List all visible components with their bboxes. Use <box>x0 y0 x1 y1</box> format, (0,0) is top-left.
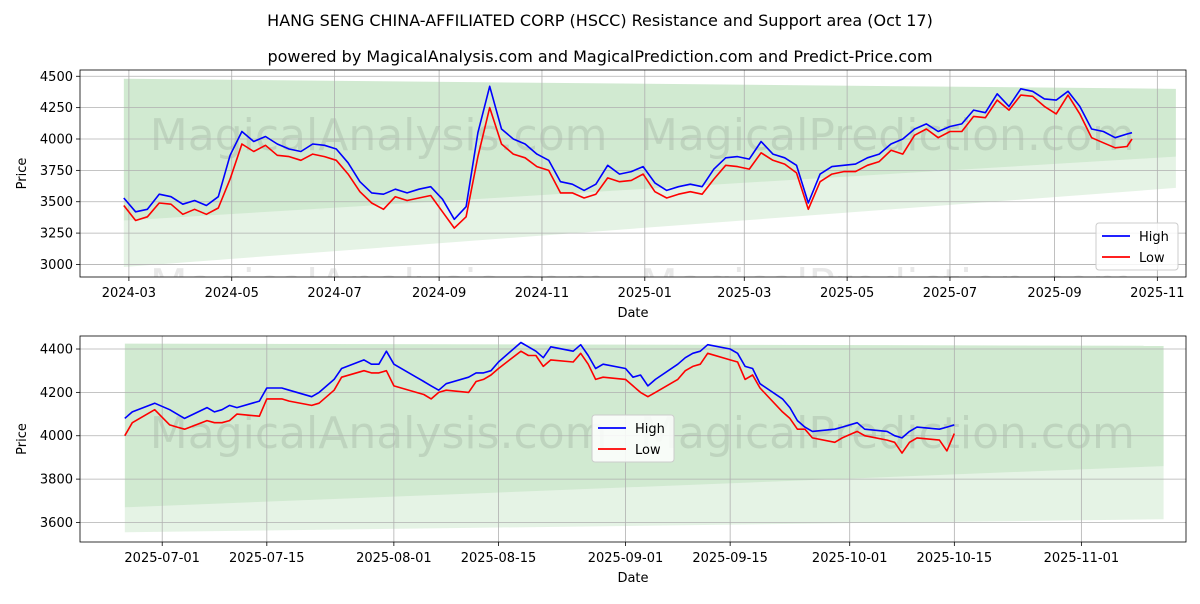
series-line-low <box>123 94 1133 229</box>
x-tick-label: 2025-08-15 <box>461 551 537 566</box>
y-axis-label: Price <box>15 423 30 455</box>
x-tick-label: 2024-07 <box>307 286 361 301</box>
watermark: MagicalAnalysis.com MagicalPrediction.com <box>150 408 1135 459</box>
y-tick-label: 3500 <box>40 195 73 210</box>
x-tick-label: 2025-05 <box>820 286 874 301</box>
x-tick-label: 2025-10-15 <box>917 551 993 566</box>
y-tick-label: 3250 <box>40 227 73 242</box>
x-tick-label: 2025-09-01 <box>588 551 664 566</box>
y-tick-label: 3000 <box>40 258 73 273</box>
x-tick-label: 2025-08-01 <box>356 551 432 566</box>
series-line-high <box>124 341 955 439</box>
legend-box <box>591 414 675 463</box>
x-tick-label: 2025-09 <box>1027 286 1081 301</box>
series-line-high <box>123 85 1133 221</box>
x-axis-label: Date <box>617 306 648 321</box>
x-tick-label: 2025-09-15 <box>692 551 768 566</box>
watermark-text: MagicalAnalysis.com <box>150 110 608 161</box>
support-band <box>123 156 1176 267</box>
y-tick-label: 4000 <box>40 133 73 148</box>
top-price-chart: MagicalAnalysis.com MagicalPrediction.com… <box>15 69 1187 321</box>
resistance-support-band <box>123 78 1176 221</box>
y-tick-label: 3600 <box>40 516 73 531</box>
y-tick-label: 3800 <box>40 473 73 488</box>
y-tick-label: 4250 <box>40 101 73 116</box>
chart-subtitle: powered by MagicalAnalysis.com and Magic… <box>267 47 932 66</box>
watermark-text: MagicalPrediction.com <box>640 110 1135 161</box>
y-tick-label: 4200 <box>40 386 73 401</box>
x-tick-label: 2024-05 <box>205 286 259 301</box>
x-tick-label: 2025-07-01 <box>124 551 200 566</box>
x-tick-label: 2024-03 <box>102 286 156 301</box>
x-tick-label: 2025-03 <box>717 286 771 301</box>
x-tick-label: 2024-09 <box>412 286 466 301</box>
x-tick-label: 2024-11 <box>515 286 569 301</box>
y-tick-label: 3750 <box>40 164 73 179</box>
legend: High Low <box>1095 222 1179 271</box>
legend-label-high: High <box>635 422 665 437</box>
x-tick-label: 2025-10-01 <box>812 551 888 566</box>
watermark-text: MagicalAnalysis.com <box>150 408 608 459</box>
series-line-low <box>124 350 956 454</box>
legend: High Low <box>591 414 675 463</box>
plot-area: MagicalAnalysis.com MagicalPrediction.com… <box>80 70 1186 277</box>
y-tick-label: 4500 <box>40 70 73 85</box>
x-tick-label: 2025-11 <box>1130 286 1184 301</box>
x-tick-label: 2025-01 <box>618 286 672 301</box>
axes-frame <box>79 335 1187 543</box>
x-axis-label: Date <box>617 571 648 586</box>
legend-label-low: Low <box>1139 251 1165 266</box>
y-tick-label: 4400 <box>40 343 73 358</box>
legend-box <box>1095 222 1179 271</box>
axes-frame <box>79 69 1187 278</box>
y-axis-label: Price <box>15 158 30 190</box>
x-tick-label: 2025-07-15 <box>229 551 305 566</box>
watermark-text: MagicalPrediction.com <box>640 408 1135 459</box>
bottom-zoom-chart: MagicalAnalysis.com MagicalPrediction.com… <box>15 335 1187 586</box>
legend-label-low: Low <box>635 443 661 458</box>
support-band <box>124 466 1164 533</box>
x-tick-label: 2025-07 <box>923 286 977 301</box>
x-tick-label: 2025-11-01 <box>1044 551 1120 566</box>
legend-label-high: High <box>1139 230 1169 245</box>
chart-title: HANG SENG CHINA-AFFILIATED CORP (HSCC) R… <box>267 11 933 30</box>
y-tick-label: 4000 <box>40 429 73 444</box>
